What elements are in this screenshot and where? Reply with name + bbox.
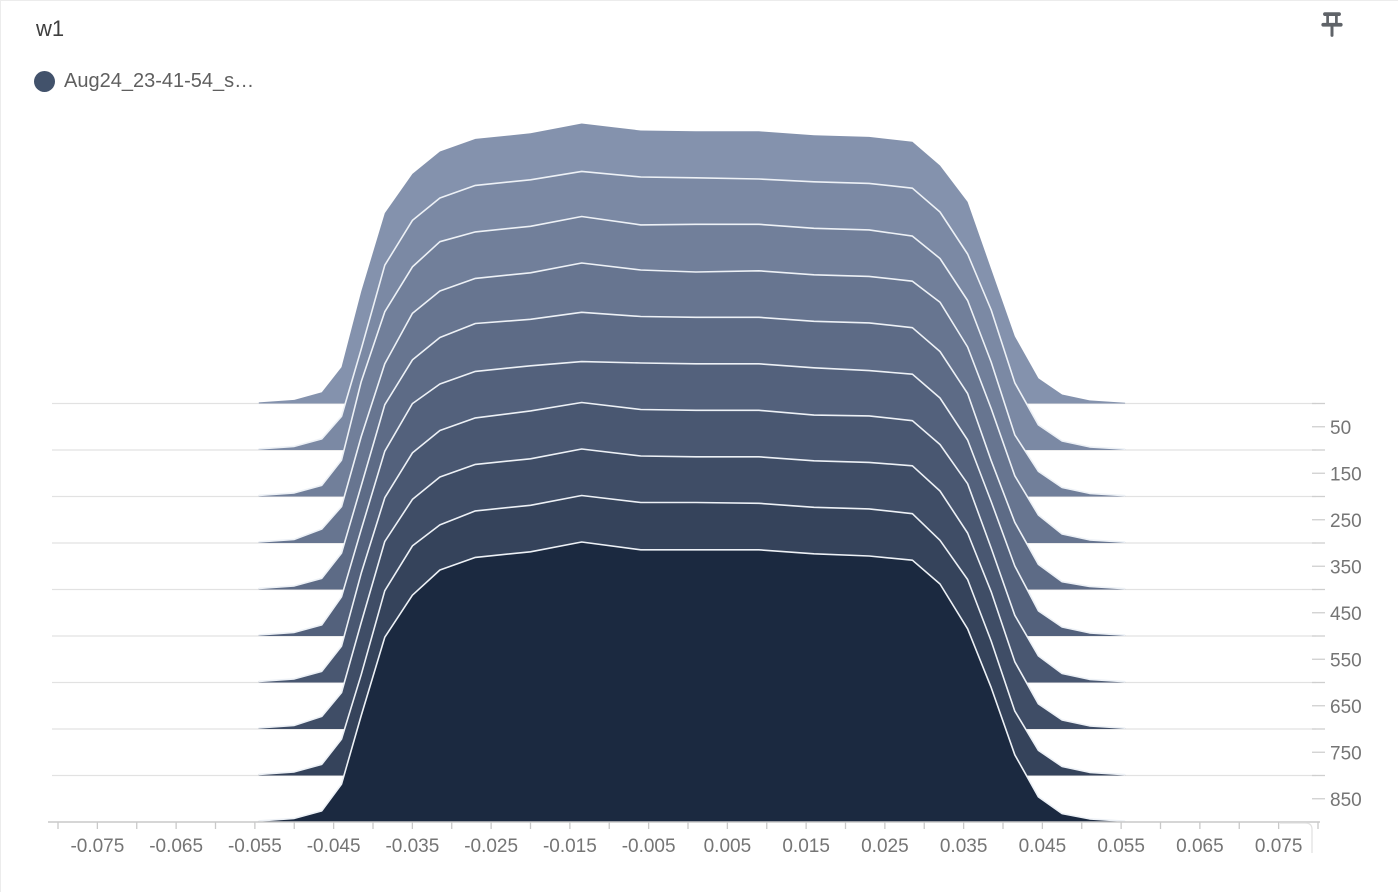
ridge-outline-step-100: [258, 170, 1126, 450]
run-color-swatch-icon: [34, 71, 55, 92]
x-tick-label: -0.025: [464, 836, 518, 857]
pushpin-icon: [1321, 12, 1343, 37]
x-tick-label: -0.075: [70, 836, 124, 857]
step-tick-label: 50: [1330, 418, 1351, 439]
x-tick-label: 0.015: [782, 836, 830, 857]
x-tick-label: -0.065: [149, 836, 203, 857]
step-tick-label: 450: [1330, 604, 1362, 625]
step-tick-label: 650: [1330, 697, 1362, 718]
x-tick-label: 0.005: [704, 836, 752, 857]
ridge-outline-step-300: [258, 262, 1126, 543]
x-tick-label: -0.035: [385, 836, 439, 857]
x-tick-label: -0.055: [228, 836, 282, 857]
step-tick-label: 250: [1330, 511, 1362, 532]
x-tick-label: 0.055: [1097, 836, 1145, 857]
step-tick-label: 150: [1330, 464, 1362, 485]
step-tick-label: 850: [1330, 790, 1362, 811]
step-tick-label: 550: [1330, 650, 1362, 671]
legend-item: Aug24_23-41-54_s…: [34, 70, 254, 93]
ridge-outline-step-900: [258, 541, 1126, 822]
ridge-outline-step-700: [258, 448, 1126, 729]
histogram-ridge-step-900: [258, 542, 1126, 822]
step-tick-label: 350: [1330, 557, 1362, 578]
ridge-outline-step-600: [258, 401, 1126, 683]
pin-button[interactable]: [1312, 4, 1352, 50]
ridge-outline-step-400: [258, 311, 1126, 590]
legend-run-label: Aug24_23-41-54_s…: [64, 70, 255, 92]
x-tick-label: 0.035: [940, 836, 988, 857]
card-title: w1: [36, 16, 65, 41]
x-tick-label: 0.065: [1176, 836, 1224, 857]
ridge-outline-step-500: [258, 360, 1126, 636]
x-tick-label: 0.075: [1255, 836, 1303, 857]
x-tick-label: 0.045: [1019, 836, 1067, 857]
step-tick-label: 750: [1330, 743, 1362, 764]
x-tick-label: -0.045: [307, 836, 361, 857]
x-tick-label: 0.025: [861, 836, 909, 857]
ridge-outline-step-200: [258, 215, 1126, 497]
panel-corner-border: [1280, 822, 1313, 853]
ridge-outline-step-800: [258, 494, 1126, 776]
x-tick-label: -0.005: [622, 836, 676, 857]
x-tick-label: -0.015: [543, 836, 597, 857]
